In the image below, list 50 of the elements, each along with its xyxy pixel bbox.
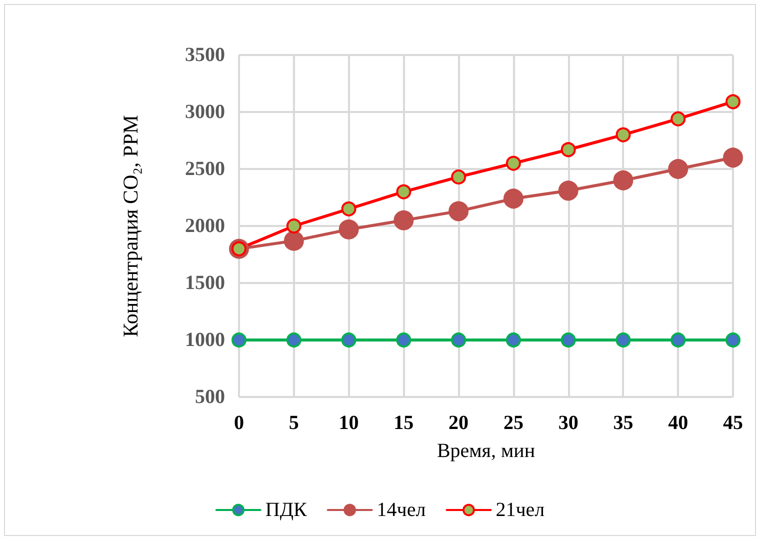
point (284, 230, 304, 251)
point (341, 201, 356, 216)
y-tick-label: 2000 (185, 215, 225, 237)
point (506, 156, 521, 171)
point (232, 332, 246, 348)
x-tick-label: 10 (338, 412, 359, 434)
legend-label: ПДК (265, 499, 308, 521)
point (616, 127, 631, 142)
point (451, 169, 466, 184)
y-tick-label: 1000 (185, 329, 225, 351)
x-tick-label: 25 (503, 412, 524, 434)
x-tick-label: 5 (288, 412, 299, 434)
x-tick-label: 20 (448, 412, 469, 434)
y-tick-label: 500 (195, 386, 225, 408)
point (338, 219, 359, 240)
point (670, 332, 686, 348)
point (616, 332, 631, 348)
point (558, 180, 578, 201)
point (726, 94, 740, 110)
point (613, 170, 634, 190)
x-tick-label: 30 (558, 412, 578, 434)
point (723, 148, 743, 168)
x-tick-label: 35 (613, 412, 634, 434)
point (396, 332, 412, 348)
x-axis-title: Время, мин (436, 440, 536, 462)
point (506, 332, 521, 348)
y-tick-label: 2500 (185, 158, 225, 180)
point (286, 218, 302, 234)
point (670, 111, 686, 126)
point (451, 332, 466, 348)
point (448, 201, 469, 222)
y-axis-title: Концентрация CO₂, PPM (118, 114, 142, 338)
point (668, 159, 688, 179)
legend-label: 21чел (496, 499, 545, 521)
x-tick-label: 15 (394, 412, 414, 434)
point (394, 210, 414, 230)
y-tick-label: 3500 (185, 44, 225, 66)
legend-label: 14чел (376, 499, 426, 521)
y-tick-label: 1500 (185, 272, 225, 294)
y-tick-label: 3000 (185, 101, 225, 123)
point (560, 332, 576, 348)
x-tick-label: 45 (723, 412, 743, 434)
x-tick-label: 40 (668, 412, 688, 434)
point (396, 184, 412, 200)
point (560, 142, 576, 158)
point (286, 332, 302, 348)
point (503, 188, 524, 209)
point (726, 332, 740, 348)
x-tick-label: 0 (234, 412, 244, 434)
point (341, 332, 356, 348)
